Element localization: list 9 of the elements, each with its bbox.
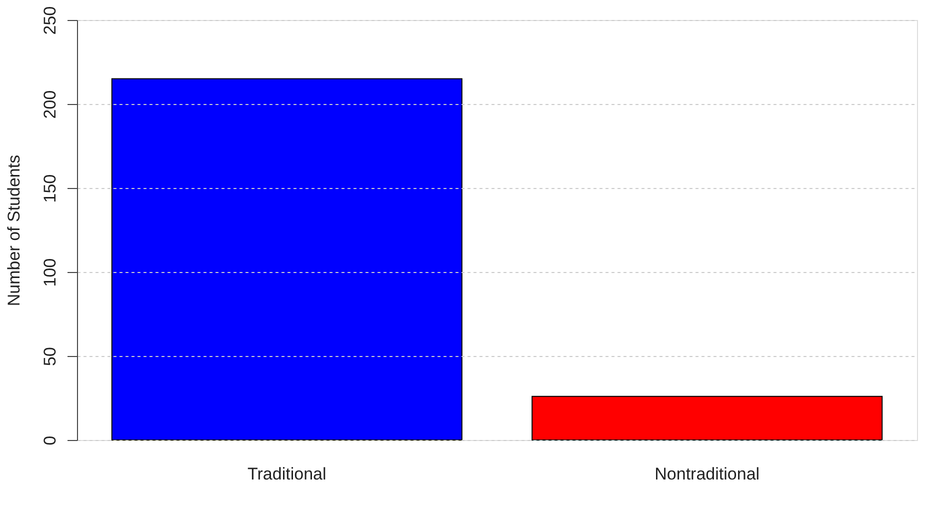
y-tick-label: 250: [40, 6, 60, 35]
y-tick-label: 0: [40, 436, 60, 446]
x-tick-label: Traditional: [248, 464, 326, 484]
y-axis-title: Number of Students: [4, 154, 24, 306]
y-tick-label: 100: [40, 258, 60, 287]
y-tick-label: 200: [40, 90, 60, 119]
x-tick-label: Nontraditional: [654, 464, 760, 484]
y-tick-label: 150: [40, 174, 60, 203]
y-tick-label: 50: [40, 347, 60, 366]
